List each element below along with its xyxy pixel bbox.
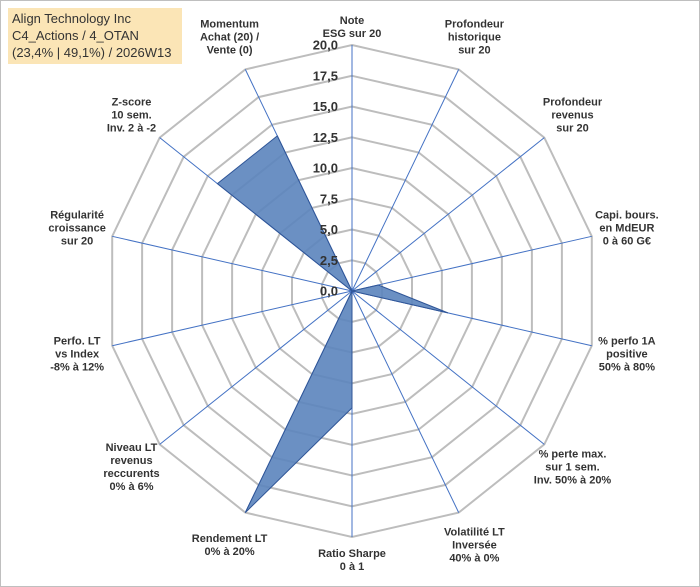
tick-label-8: 20,0 [313,38,338,53]
axis-line-10 [112,290,353,347]
category-label-4: % perfo 1A positive 50% à 80% [598,335,656,373]
category-label-5: % perte max. sur 1 sem. Inv. 50% à 20% [534,448,612,486]
tick-label-5: 12,5 [313,130,338,145]
category-label-10: Perfo. LT vs Index -8% à 12% [50,335,104,373]
portfolio-stats: (23,4% | 49,1%) / 2026W13 [12,45,172,60]
portfolio-name: C4_Actions / 4_OTAN [12,28,139,43]
category-label-3: Capi. bours. en MdEUR 0 à 60 G€ [595,210,659,248]
category-label-11: Régularité croissance sur 20 [48,210,105,248]
category-label-12: Z-score 10 sem. Inv. 2 à -2 [107,97,156,135]
axis-line-1 [351,69,460,292]
tick-label-3: 7,5 [320,191,338,206]
axis-line-11 [112,235,353,292]
axis-line-3 [351,235,592,292]
tick-label-6: 15,0 [313,99,338,114]
category-label-7: Ratio Sharpe 0 à 1 [318,548,386,573]
tick-label-1: 2,5 [320,253,338,268]
tick-label-4: 10,0 [313,161,338,176]
category-label-8: Rendement LT 0% à 20% [192,533,268,558]
tick-label-2: 5,0 [320,222,338,237]
axis-line-6 [351,290,460,513]
category-label-0: Note ESG sur 20 [323,15,382,40]
category-label-2: Profondeur revenus sur 20 [543,97,603,135]
axis-line-2 [351,137,545,292]
tick-label-0: 0,0 [320,284,338,299]
tick-label-7: 17,5 [313,68,338,83]
company-name: Align Technology Inc [12,11,132,26]
category-label-6: Volatilité LT Inversée 40% à 0% [444,527,505,565]
axis-line-9 [159,290,353,445]
chart-title-box: Align Technology Inc C4_Actions / 4_OTAN… [8,8,182,64]
axis-line-5 [351,290,545,445]
series-area-0 [216,135,449,513]
category-label-9: Niveau LT revenus reccurents 0% à 6% [103,442,159,493]
category-label-13: Momentum Achat (20) / Vente (0) [200,18,259,56]
category-label-1: Profondeur historique sur 20 [445,18,505,56]
